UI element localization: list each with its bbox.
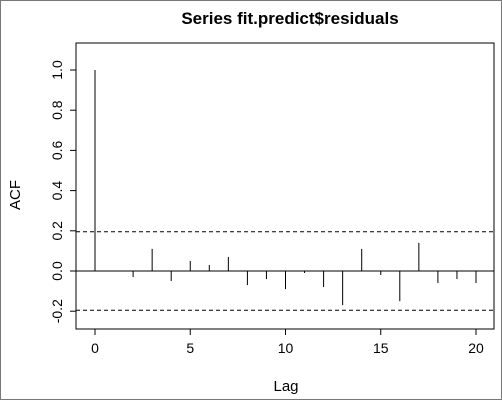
x-tick-label: 0 xyxy=(91,340,99,356)
y-tick-label: -0.2 xyxy=(49,299,65,323)
x-tick-label: 5 xyxy=(186,340,194,356)
y-tick-label: 1.0 xyxy=(49,60,65,80)
y-tick-label: 0.0 xyxy=(49,261,65,281)
x-tick-label: 15 xyxy=(373,340,389,356)
y-tick-label: 0.8 xyxy=(49,100,65,120)
x-axis-label: Lag xyxy=(273,378,298,395)
x-tick-label: 20 xyxy=(468,340,484,356)
y-tick-label: 0.4 xyxy=(49,181,65,201)
chart-title: Series fit.predict$residuals xyxy=(181,9,398,28)
chart-marks: 0 5 10 15 20 -0.2 0.0 0.2 0.4 0.6 0.8 1.0 xyxy=(49,60,494,356)
y-tick-label: 0.2 xyxy=(49,221,65,241)
x-tick-label: 10 xyxy=(278,340,294,356)
y-axis-label: ACF xyxy=(7,180,24,210)
y-tick-label: 0.6 xyxy=(49,140,65,160)
